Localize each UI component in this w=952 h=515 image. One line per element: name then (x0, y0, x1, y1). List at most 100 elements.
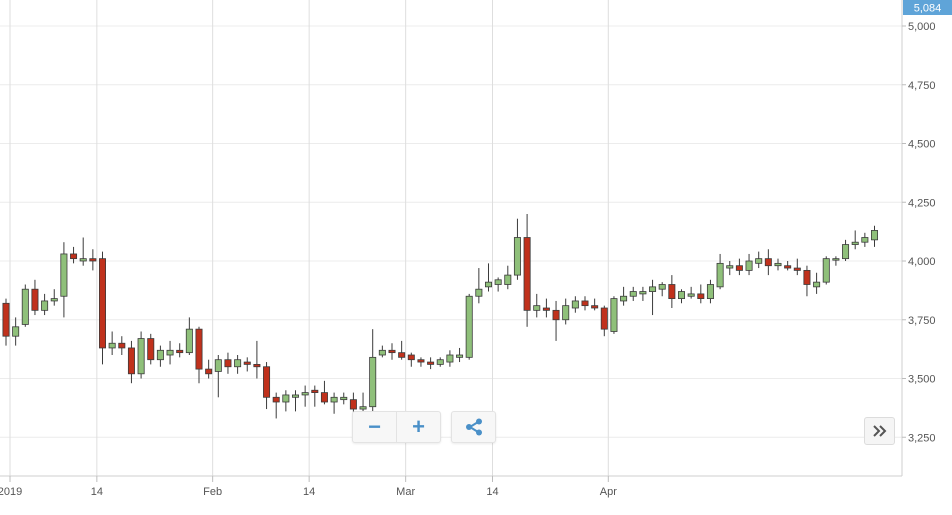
candle-body-up (678, 291, 686, 299)
candle (484, 263, 492, 292)
candle-body-up (620, 295, 628, 302)
candle (398, 340, 406, 360)
candle-body-down (349, 399, 357, 410)
x-axis: 2019 14 Feb 14 Mar 14 Apr (0, 475, 902, 498)
candle (205, 359, 213, 379)
candle-body-up (359, 406, 367, 410)
candle (562, 298, 570, 325)
candle (127, 340, 135, 384)
candle (678, 289, 686, 304)
candle-body-down (243, 361, 251, 365)
candle (706, 279, 714, 304)
candle (456, 347, 464, 363)
candle (21, 284, 29, 327)
candle (243, 357, 251, 372)
candle-body-down (99, 258, 107, 349)
candle (793, 258, 801, 276)
candle-body-up (716, 262, 724, 288)
candle (755, 251, 763, 269)
candle (70, 246, 78, 264)
candle-body-down (668, 284, 676, 299)
candle-body-up (378, 349, 386, 356)
candle (234, 355, 242, 374)
candle (523, 214, 531, 327)
candle-body-up (687, 293, 695, 297)
candle (89, 249, 97, 271)
candle-body-up (842, 244, 850, 260)
candle-body-up (822, 258, 830, 283)
zoom-out-button[interactable]: − (353, 412, 396, 442)
candle (50, 289, 58, 306)
x-tick-label: 2019 (0, 486, 22, 498)
candle (745, 253, 753, 276)
candle-body-up (41, 300, 49, 311)
zoom-in-button[interactable]: + (396, 412, 440, 442)
candle (649, 279, 657, 316)
candle-body-down (263, 366, 271, 398)
candle-body-up (12, 326, 20, 337)
candle-body-up (60, 253, 68, 297)
candle (12, 317, 20, 346)
candle (311, 385, 319, 407)
candle-body-down (591, 305, 599, 309)
candle (774, 258, 782, 271)
candle-body-up (79, 258, 87, 262)
candle (214, 355, 222, 398)
candle (803, 265, 811, 297)
candle-body-down (523, 237, 531, 311)
candle (513, 218, 521, 280)
candle (764, 249, 772, 276)
candle-body-up (755, 258, 763, 264)
candle (118, 336, 126, 355)
share-button[interactable] (451, 411, 496, 443)
candle-body-up (301, 392, 309, 396)
candle (301, 385, 309, 407)
candle-body-down (205, 368, 213, 375)
plus-icon: + (412, 414, 425, 439)
y-tick-label: 3,750 (908, 315, 936, 327)
candle (272, 392, 280, 419)
candle (349, 392, 357, 414)
y-tick-label: 4,250 (908, 197, 936, 209)
candle-body-down (176, 349, 184, 354)
candle-body-up (465, 295, 473, 358)
candle (726, 261, 734, 276)
candle-body-up (851, 241, 859, 245)
candle (427, 357, 435, 370)
candle-body-down (803, 269, 811, 285)
minus-icon: − (368, 414, 381, 439)
candle-body-up (629, 291, 637, 297)
candle-body-up (706, 284, 714, 299)
candle-body-up (330, 396, 338, 403)
candle (542, 298, 550, 318)
scroll-to-latest-button[interactable] (864, 417, 895, 445)
candle (330, 392, 338, 414)
candle (668, 275, 676, 308)
candle-body-down (427, 361, 435, 365)
candle (658, 282, 666, 297)
share-icon (465, 418, 482, 436)
candle-body-down (581, 300, 589, 307)
candle (388, 343, 396, 360)
candle (99, 251, 107, 365)
candle (2, 298, 10, 346)
candle-body-up (50, 298, 58, 302)
candle (620, 286, 628, 306)
last-price-badge (903, 0, 952, 15)
candle (60, 242, 68, 318)
candle-body-up (185, 328, 193, 354)
x-tick-label: 14 (91, 486, 103, 498)
candle-body-up (562, 305, 570, 321)
candle-body-up (571, 300, 579, 309)
candle (378, 345, 386, 358)
candle (253, 340, 261, 379)
candle (552, 300, 560, 341)
candle-body-down (388, 349, 396, 354)
candle (340, 392, 348, 405)
candle (137, 331, 145, 379)
y-tick-label: 5,000 (908, 21, 936, 33)
candle (639, 286, 647, 301)
candle (832, 256, 840, 266)
